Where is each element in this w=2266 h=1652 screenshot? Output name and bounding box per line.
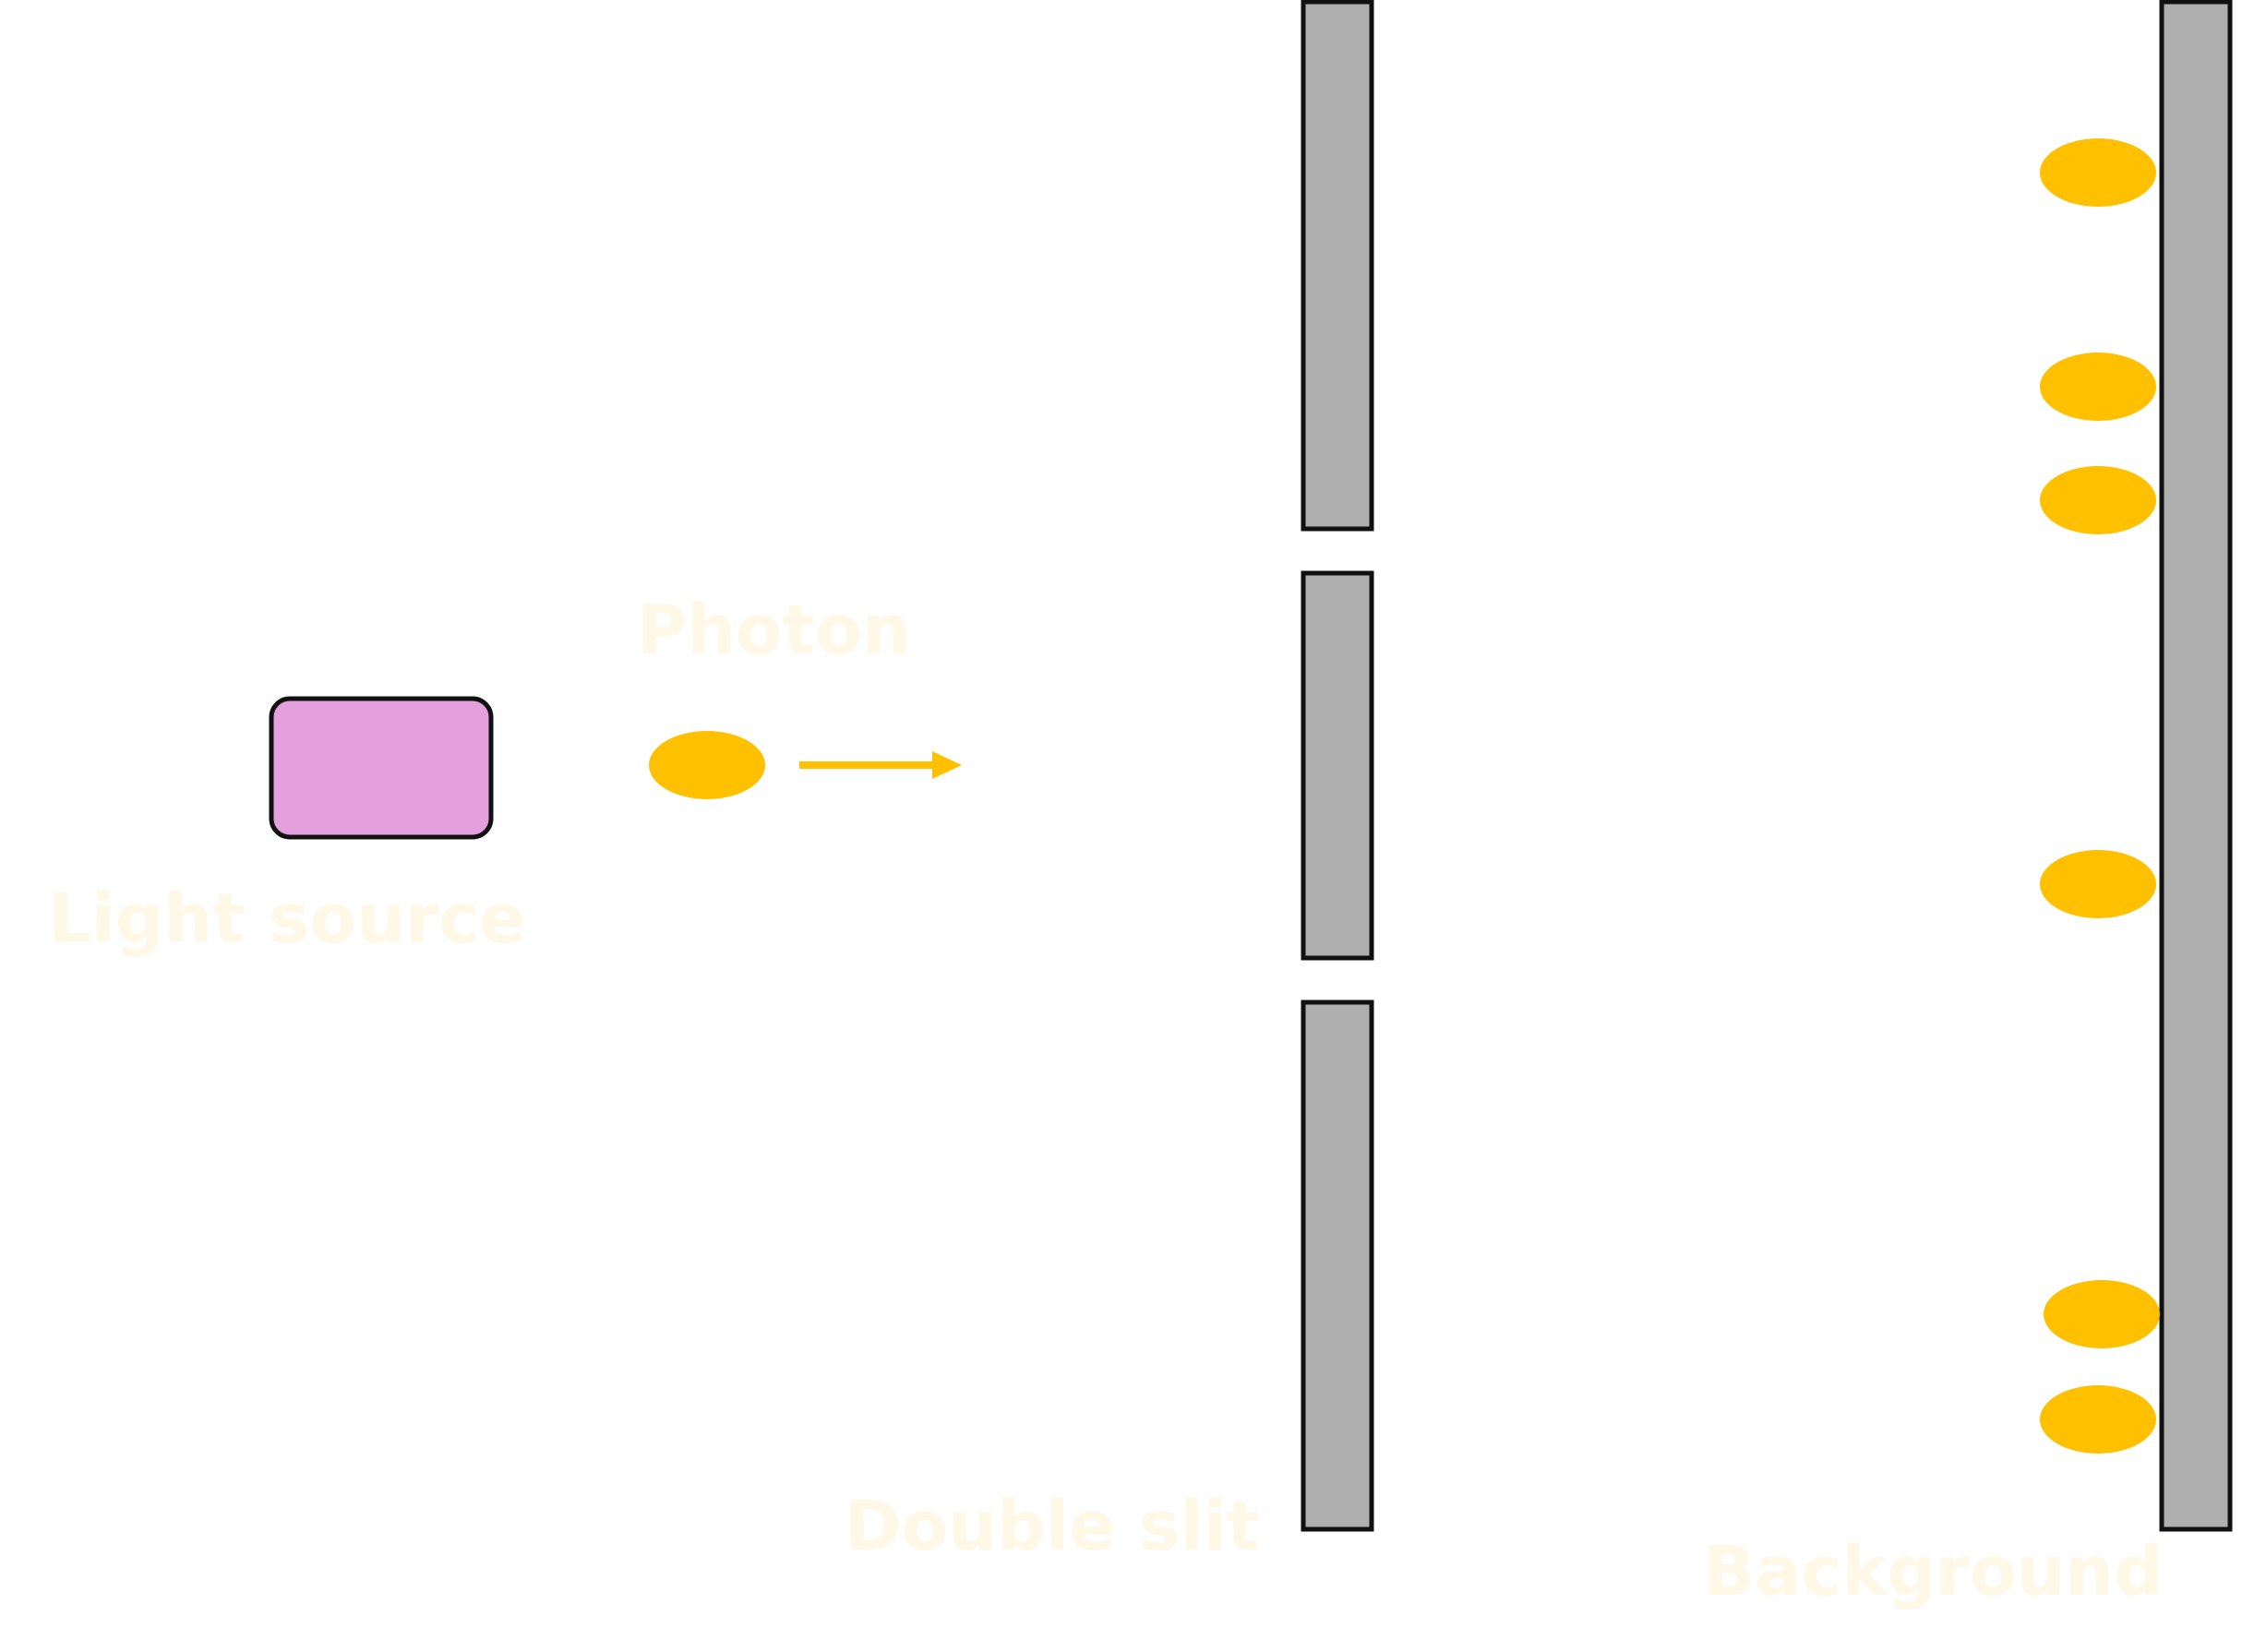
photon-direction-arrow xyxy=(799,751,962,779)
photon-hit xyxy=(2040,1385,2156,1454)
barrier-top-segment xyxy=(1301,0,1374,532)
background-screen xyxy=(2159,0,2233,1532)
photon-hit xyxy=(2040,138,2156,207)
background-label: Background xyxy=(1703,1532,2163,1611)
photon-hit xyxy=(2040,466,2156,534)
barrier-middle-segment xyxy=(1301,570,1374,961)
barrier-bottom-segment xyxy=(1301,1000,1374,1532)
light-source-box xyxy=(269,696,494,840)
photon-label: Photon xyxy=(637,591,911,670)
light-source-label: Light source xyxy=(48,880,525,959)
photon-hit xyxy=(2044,1280,2160,1348)
photon xyxy=(649,731,765,799)
photon-hit xyxy=(2040,353,2156,421)
double-slit-label: Double slit xyxy=(845,1487,1259,1566)
photon-hits xyxy=(2040,138,2160,1454)
photon-hit xyxy=(2040,850,2156,918)
double-slit-barrier xyxy=(1301,0,1374,1532)
